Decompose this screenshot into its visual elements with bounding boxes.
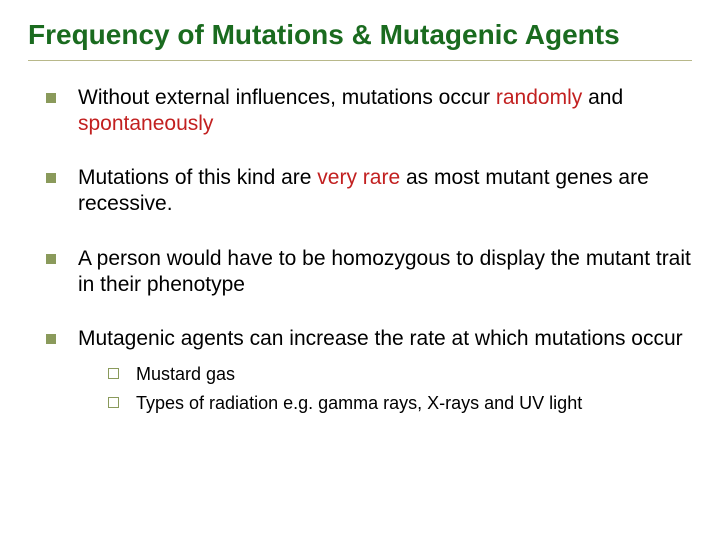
bullet-list: Without external influences, mutations o… <box>28 85 692 415</box>
text-segment: Without external influences, mutations o… <box>78 86 496 109</box>
slide-title: Frequency of Mutations & Mutagenic Agent… <box>28 18 692 61</box>
text-segment: Mutagenic agents can increase the rate a… <box>78 327 683 350</box>
list-item: Mutations of this kind are very rare as … <box>46 165 692 218</box>
sub-list-item: Mustard gas <box>108 362 692 386</box>
list-item: A person would have to be homozygous to … <box>46 246 692 299</box>
emphasis-text: spontaneously <box>78 112 213 135</box>
list-item: Without external influences, mutations o… <box>46 85 692 138</box>
text-segment: and <box>582 86 623 109</box>
emphasis-text: very rare <box>317 166 400 189</box>
emphasis-text: randomly <box>496 86 582 109</box>
text-segment: A person would have to be homozygous to … <box>78 247 691 296</box>
list-item: Mutagenic agents can increase the rate a… <box>46 326 692 415</box>
sub-list-item: Types of radiation e.g. gamma rays, X-ra… <box>108 391 692 415</box>
sub-list: Mustard gas Types of radiation e.g. gamm… <box>78 362 692 415</box>
text-segment: Mutations of this kind are <box>78 166 317 189</box>
